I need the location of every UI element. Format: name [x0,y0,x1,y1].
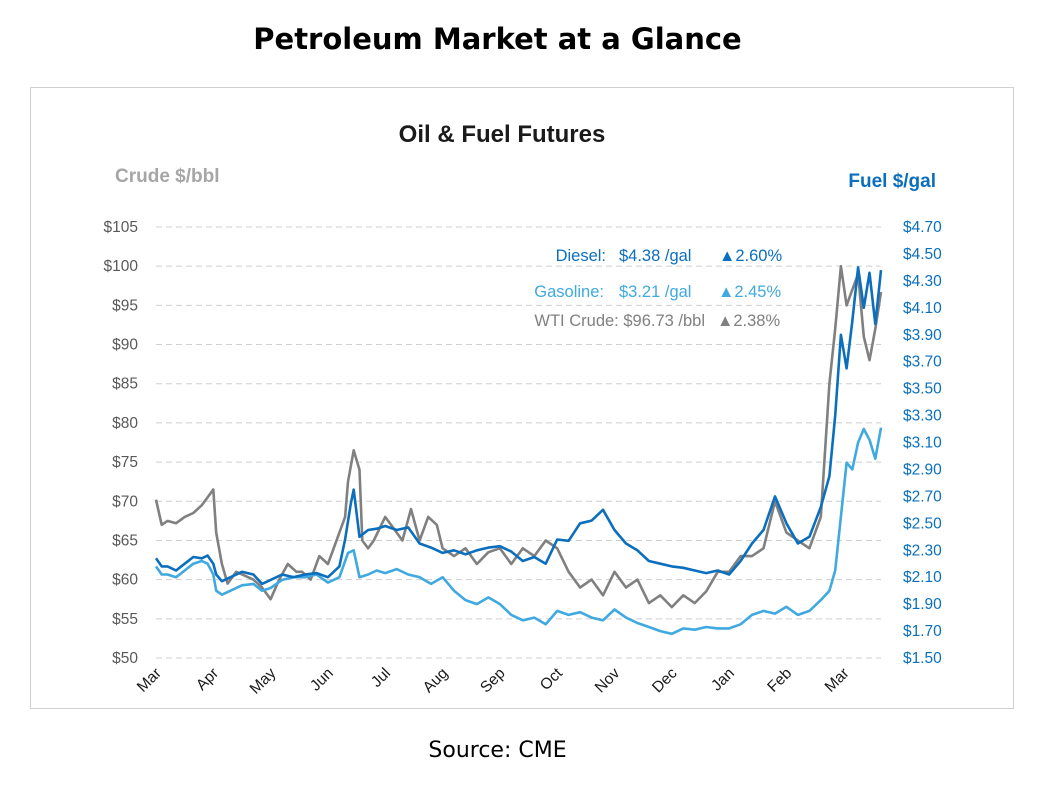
series-lines [154,264,883,636]
x-tick-label: Jun [307,665,337,695]
y-right-tick-label: $3.10 [903,435,942,452]
y-right-tick-label: $2.50 [903,515,942,532]
y-right-tick-label: $4.30 [903,273,942,290]
legend-crude-label: WTI Crude: $96.73 /bbl [534,312,705,330]
y-left-tick-label: $105 [104,219,138,236]
y-right-tick-label: $3.90 [903,327,942,344]
y-left-axis-title: Crude $/bbl [115,166,220,187]
x-tick-label: Nov [592,665,624,697]
y-right-tick-label: $4.70 [903,219,942,236]
y-left-tick-label: $70 [112,493,138,510]
x-tick-label: Feb [764,665,795,696]
y-right-tick-labels: $4.70 $4.50 $4.30 $4.10 $3.90 $3.70 $3.50 $3.30… [903,219,942,667]
y-left-tick-label: $60 [112,572,138,589]
x-tick-label: Dec [649,665,681,697]
y-right-tick-label: $2.30 [903,542,942,559]
y-right-tick-label: $3.30 [903,408,942,425]
series-line-gasoline [154,427,883,636]
y-left-tick-label: $55 [112,611,138,628]
y-left-tick-label: $95 [112,297,138,314]
x-tick-label: Sep [477,665,509,697]
legend-diesel-label: Diesel: [556,247,606,265]
source-note: Source: CME [428,738,567,763]
x-tick-label: May [247,665,280,698]
x-tick-label: Mar [822,665,853,696]
y-left-tick-label: $100 [104,258,139,275]
legend-gasoline-price: $3.21 /gal [619,283,691,301]
y-right-tick-label: $2.90 [903,461,942,478]
y-left-tick-labels: $105 $100 $95 $90 $85 $80 $75 $70 $65 $60 $55 $50 [104,219,139,667]
x-tick-label: Jul [368,665,394,691]
series-line-diesel [154,266,883,586]
legend-diesel-change: ▲2.60% [719,247,782,265]
y-right-tick-label: $3.50 [903,381,942,398]
oil-fuel-futures-chart: Oil & Fuel Futures Crude $/bbl Fuel $/ga… [104,121,943,698]
legend: Diesel: $4.38 /gal ▲2.60% Gasoline: $3.2… [534,247,782,330]
y-right-tick-label: $3.70 [903,354,942,371]
chart-panel: Oil & Fuel Futures Crude $/bbl Fuel $/ga… [30,87,1014,709]
chart-title: Oil & Fuel Futures [399,121,606,148]
legend-diesel-price: $4.38 /gal [619,247,691,265]
x-tick-labels: Mar Apr May Jun Jul Aug Sep Oct Nov Dec Jan Feb Mar [134,664,853,697]
y-left-tick-label: $80 [112,415,138,432]
y-left-tick-label: $85 [112,376,138,393]
y-right-tick-label: $1.70 [903,623,942,640]
page-title: Petroleum Market at a Glance [253,22,742,56]
x-tick-label: Mar [134,665,165,696]
y-left-tick-label: $65 [112,532,138,549]
y-right-axis-title: Fuel $/gal [848,171,936,192]
x-tick-label: Jan [708,665,738,695]
grid-lines [156,226,881,659]
y-left-tick-label: $75 [112,454,138,471]
y-right-tick-label: $2.10 [903,569,942,586]
y-right-tick-label: $1.90 [903,596,942,613]
x-tick-label: Oct [537,664,567,694]
y-right-tick-label: $4.10 [903,300,942,317]
legend-gasoline-label: Gasoline: [534,283,604,301]
y-left-tick-label: $50 [112,650,138,667]
x-tick-label: Apr [193,665,222,694]
y-right-tick-label: $2.70 [903,488,942,505]
y-right-tick-label: $1.50 [903,650,942,667]
y-right-tick-label: $4.50 [903,246,942,263]
legend-crude-change: ▲2.38% [717,312,780,330]
y-left-tick-label: $90 [112,337,138,354]
legend-gasoline-change: ▲2.45% [718,283,781,301]
x-tick-label: Aug [420,665,452,697]
